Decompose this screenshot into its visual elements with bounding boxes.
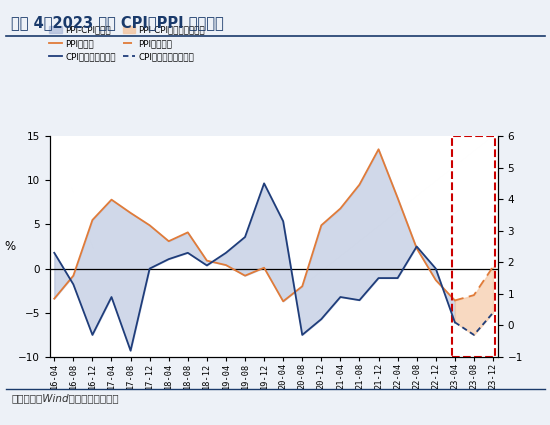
Text: 图表 4：2023 全年 CPI、PPI 走势展望: 图表 4：2023 全年 CPI、PPI 走势展望 [11, 15, 224, 30]
Text: 资料来源：Wind，国盛证券研究所: 资料来源：Wind，国盛证券研究所 [11, 393, 119, 403]
Y-axis label: %: % [4, 240, 15, 253]
Legend: PPI-CPI剪刀差, PPI：同比, CPI：同比（右轴）, PPI-CPI剪刀差：预测值, PPI：预测值, CPI：预测值（右轴）: PPI-CPI剪刀差, PPI：同比, CPI：同比（右轴）, PPI-CPI剪… [50, 26, 205, 61]
Bar [453, 136, 496, 357]
